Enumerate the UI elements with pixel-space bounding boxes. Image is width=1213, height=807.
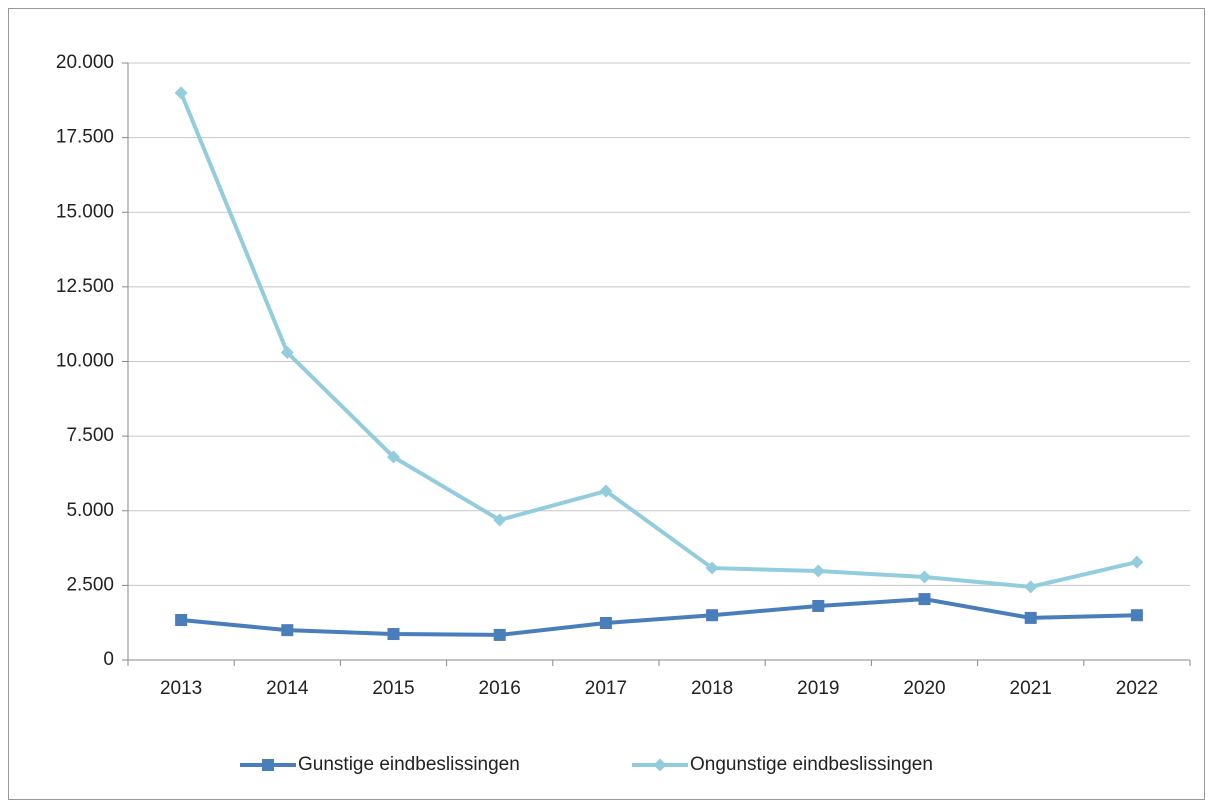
marker (493, 628, 506, 641)
marker (1130, 609, 1143, 622)
y-tick-label: 15.000 (56, 201, 114, 222)
marker (262, 759, 274, 771)
y-tick-label: 0 (103, 649, 114, 670)
marker (1024, 580, 1038, 594)
marker (706, 609, 719, 622)
x-tick-label: 2021 (1010, 678, 1052, 699)
x-tick-label: 2014 (266, 678, 309, 699)
series-line (179, 92, 1138, 589)
y-tick-label: 10.000 (56, 351, 114, 372)
x-tick-label: 2017 (585, 678, 627, 699)
marker (493, 513, 507, 527)
marker (1024, 611, 1037, 624)
marker (1130, 555, 1144, 569)
marker (280, 346, 294, 360)
marker (175, 614, 188, 627)
marker (387, 450, 400, 464)
chart-border (8, 8, 1205, 800)
marker (387, 628, 400, 641)
x-tick-label: 2013 (160, 678, 202, 699)
x-tick-label: 2022 (1116, 678, 1158, 699)
marker (174, 86, 188, 100)
marker (918, 593, 931, 606)
marker (599, 484, 613, 498)
marker (599, 616, 612, 629)
marker (812, 599, 825, 612)
y-tick-label: 17.500 (56, 127, 114, 148)
marker (281, 624, 294, 637)
y-tick-label: 7.500 (66, 425, 114, 446)
y-tick-label: 12.500 (56, 276, 114, 297)
x-tick-label: 2020 (903, 678, 945, 699)
marker (705, 561, 719, 575)
legend-label: Gunstige eindbeslissingen (298, 754, 520, 775)
x-tick-label: 2019 (797, 678, 839, 699)
marker (653, 758, 667, 772)
series-line (180, 597, 1137, 637)
y-tick-label: 2.500 (66, 574, 114, 595)
legend-label: Ongunstige eindbeslissingen (690, 754, 933, 775)
marker (811, 564, 825, 578)
x-tick-label: 2018 (691, 678, 733, 699)
y-tick-label: 20.000 (56, 52, 114, 73)
y-tick-label: 5.000 (66, 500, 114, 521)
marker (918, 570, 931, 584)
x-tick-label: 2015 (372, 678, 414, 699)
x-tick-label: 2016 (479, 678, 521, 699)
